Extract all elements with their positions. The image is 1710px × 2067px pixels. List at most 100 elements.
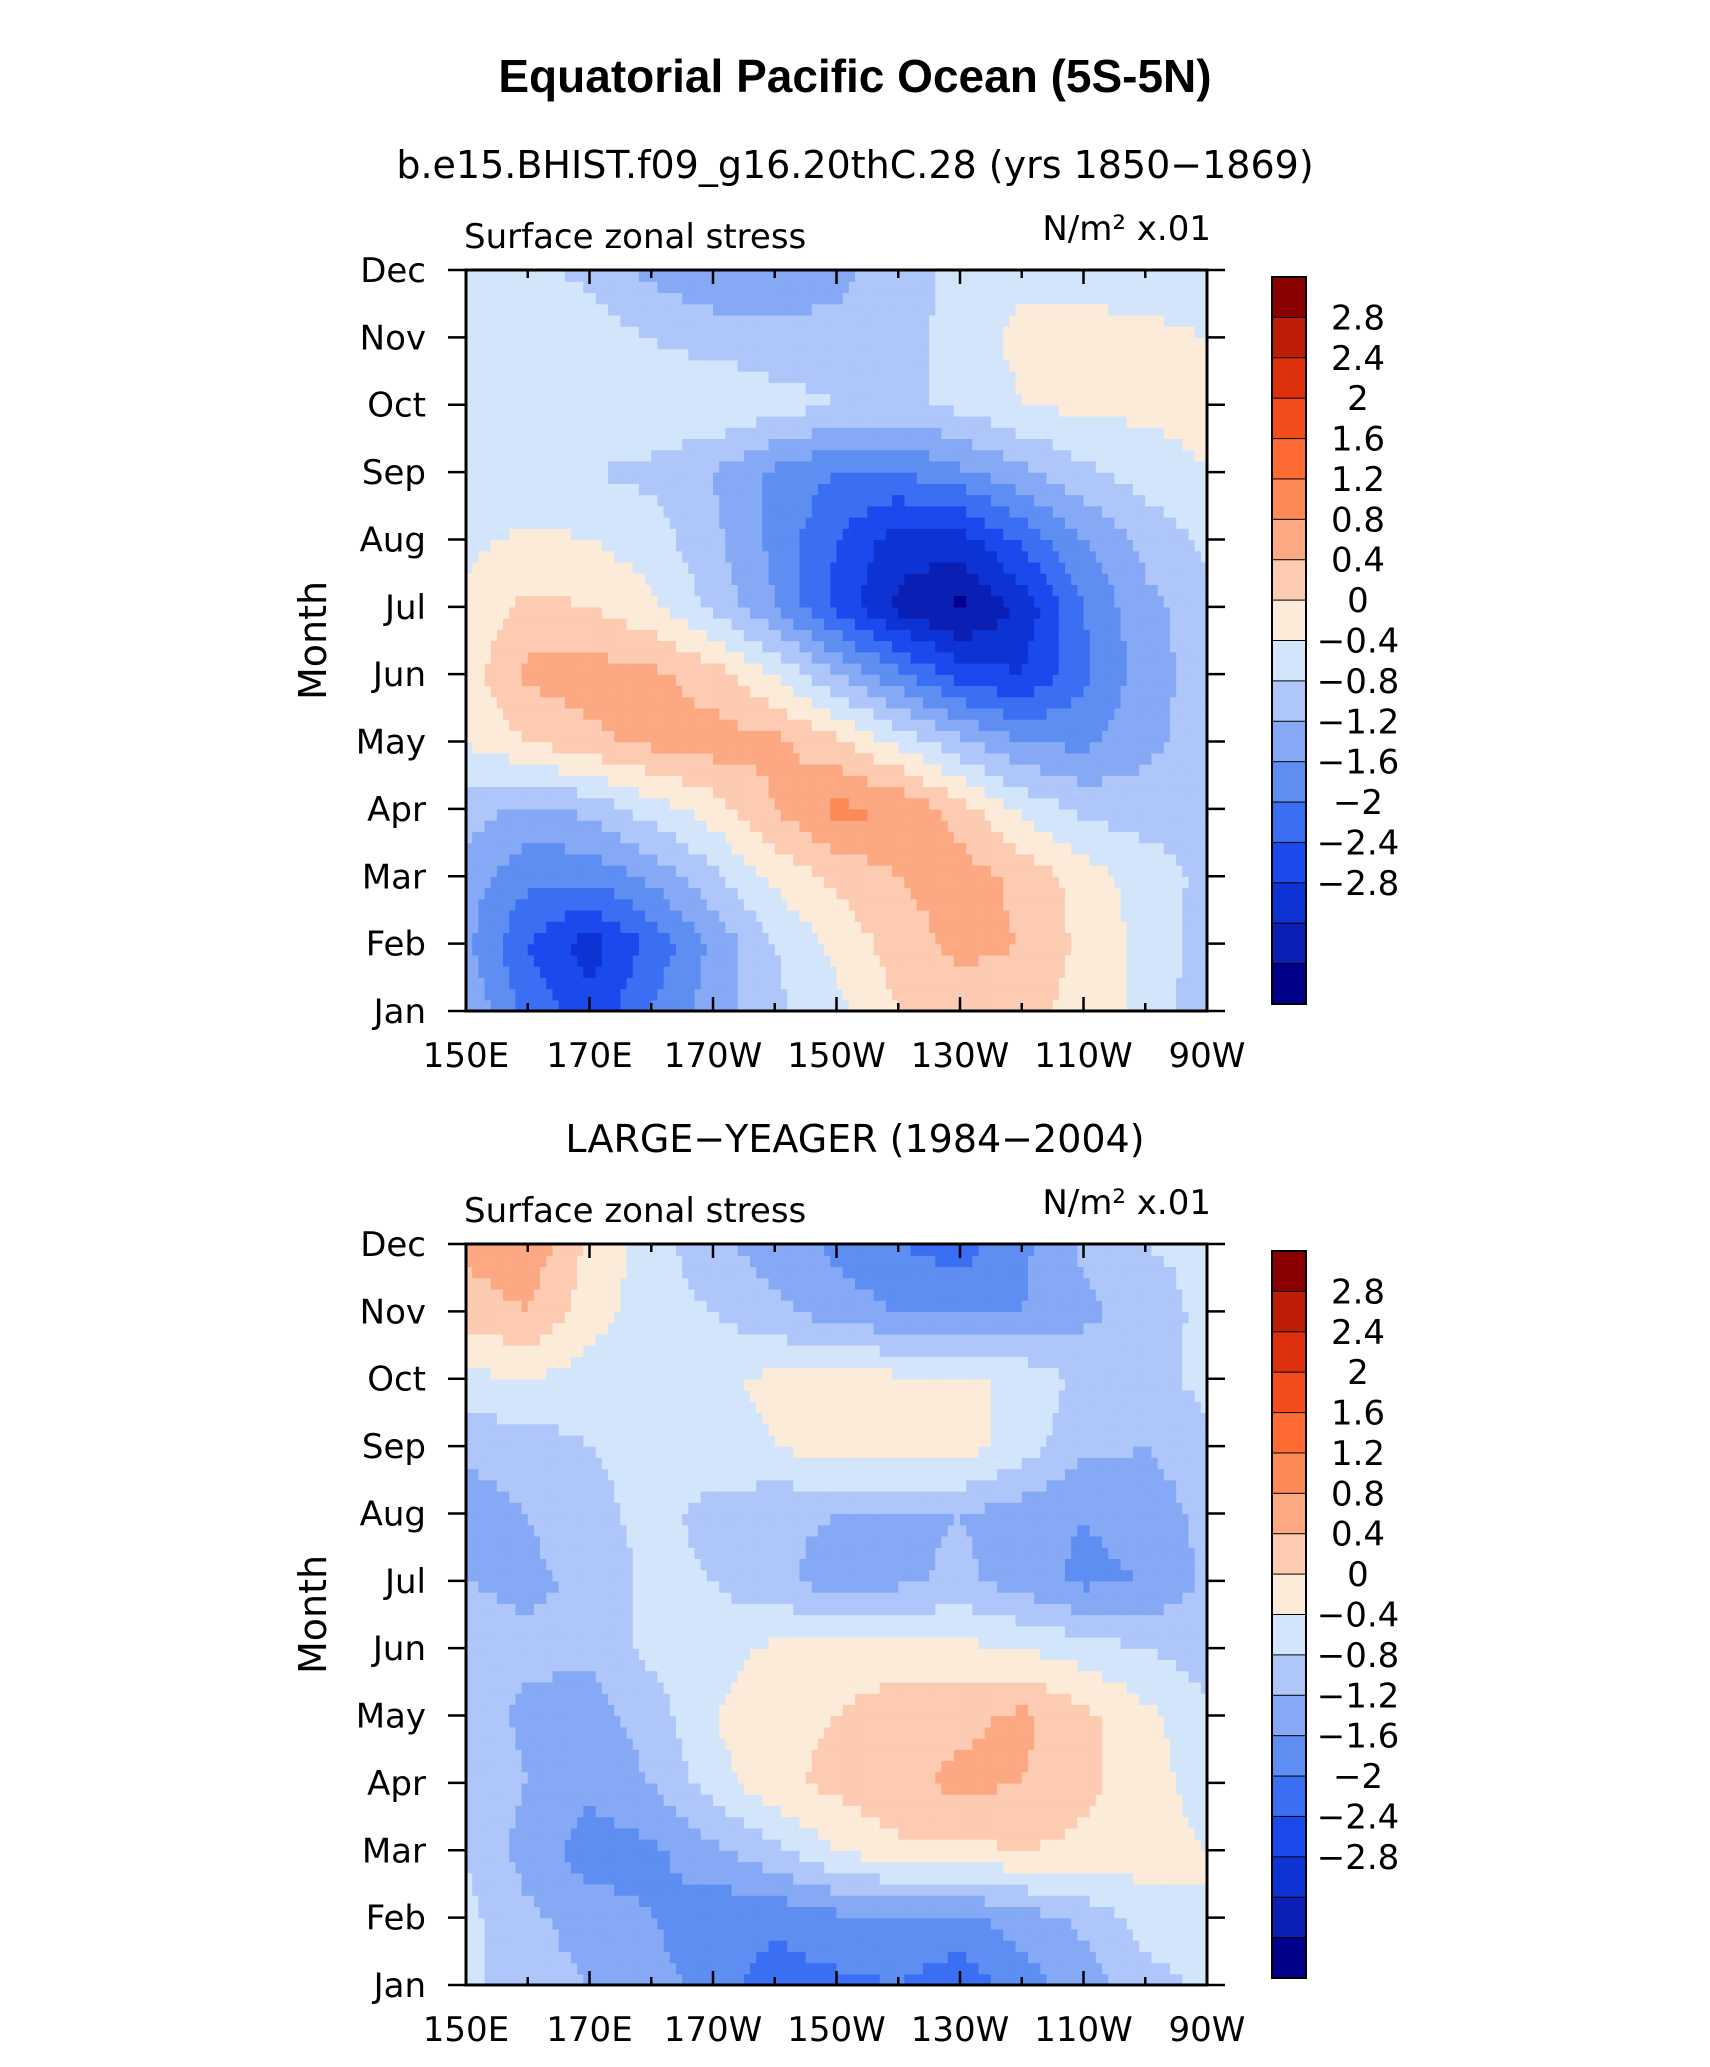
field-cell — [1157, 550, 1165, 563]
field-cell — [1071, 943, 1078, 956]
field-cell — [885, 966, 893, 978]
field-cell — [1071, 640, 1078, 653]
field-cell — [1040, 629, 1048, 642]
field-cell — [651, 853, 659, 866]
field-cell — [743, 662, 751, 675]
field-cell — [929, 662, 936, 675]
field-cell — [675, 618, 683, 630]
field-cell — [941, 674, 949, 687]
field-cell — [1015, 842, 1023, 855]
field-cell — [756, 954, 763, 967]
field-cell — [922, 876, 930, 889]
field-cell — [867, 685, 875, 698]
field-cell — [1102, 966, 1109, 978]
field-cell — [817, 842, 825, 855]
field-cell — [645, 707, 652, 720]
field-cell — [811, 752, 819, 765]
field-cell — [997, 842, 1004, 855]
field-cell — [503, 898, 510, 911]
field-cell — [848, 909, 856, 922]
field-cell — [1052, 640, 1060, 653]
field-cell — [490, 685, 498, 698]
field-cell — [756, 865, 763, 877]
field-cell — [997, 651, 1004, 664]
field-cell — [780, 719, 788, 731]
field-cell — [861, 999, 868, 1011]
field-cell — [688, 741, 696, 754]
field-cell — [466, 561, 473, 574]
field-cell — [700, 662, 708, 675]
field-cell — [916, 797, 924, 810]
field-cell — [1064, 865, 1072, 877]
field-cell — [1102, 898, 1109, 911]
field-cell — [1077, 943, 1085, 956]
field-cell — [892, 932, 899, 945]
field-cell — [922, 820, 930, 832]
field-cell — [527, 842, 535, 855]
field-cell — [793, 539, 801, 552]
field-cell — [466, 741, 473, 754]
field-cell — [725, 730, 733, 743]
field-cell — [855, 943, 862, 956]
field-cell — [1108, 887, 1115, 900]
field-cell — [780, 640, 788, 653]
field-cell — [842, 909, 850, 922]
field-cell — [657, 876, 665, 889]
field-cell — [595, 595, 603, 608]
field-cell — [879, 775, 887, 788]
field-cell — [700, 954, 708, 967]
field-cell — [1064, 629, 1072, 642]
field-cell — [1108, 685, 1115, 698]
field-cell — [1145, 764, 1153, 776]
field-cell — [787, 595, 794, 608]
field-cell — [990, 640, 998, 653]
field-cell — [787, 550, 794, 563]
field-cell — [490, 797, 498, 810]
field-cell — [1089, 966, 1097, 978]
field-cell — [521, 685, 529, 698]
field-cell — [1064, 584, 1072, 597]
field-cell — [1188, 674, 1196, 687]
field-cell — [780, 775, 788, 788]
field-cell — [817, 606, 825, 619]
field-cell — [1003, 887, 1010, 900]
field-cell — [713, 932, 720, 945]
field-cell — [601, 921, 609, 934]
field-cell — [935, 865, 943, 877]
field-cell — [953, 696, 961, 709]
field-cell — [663, 696, 671, 709]
field-cell — [898, 595, 906, 608]
field-cell — [997, 550, 1004, 563]
field-cell — [848, 640, 856, 653]
field-cell — [855, 674, 862, 687]
field-cell — [614, 696, 621, 709]
field-cell — [694, 707, 702, 720]
field-cell — [805, 719, 813, 731]
field-cell — [885, 561, 893, 574]
field-cell — [645, 674, 652, 687]
field-cell — [1176, 853, 1183, 866]
field-cell — [787, 674, 794, 687]
field-cell — [811, 820, 819, 832]
field-cell — [564, 707, 572, 720]
field-cell — [595, 831, 603, 844]
field-cell — [984, 865, 992, 877]
field-cell — [1145, 696, 1153, 709]
field-cell — [1071, 966, 1078, 978]
field-cell — [922, 561, 930, 574]
field-cell — [1083, 977, 1091, 990]
field-cell — [700, 674, 708, 687]
field-cell — [558, 674, 566, 687]
field-cell — [861, 932, 868, 945]
field-cell — [1003, 618, 1010, 630]
field-cell — [1151, 550, 1159, 563]
field-cell — [1151, 662, 1159, 675]
field-cell — [966, 842, 973, 855]
field-cell — [922, 988, 930, 1001]
field-cell — [657, 775, 665, 788]
field-cell — [1163, 550, 1171, 563]
field-cell — [978, 943, 986, 956]
field-cell — [466, 696, 473, 709]
field-cell — [916, 561, 924, 574]
field-cell — [824, 707, 831, 720]
